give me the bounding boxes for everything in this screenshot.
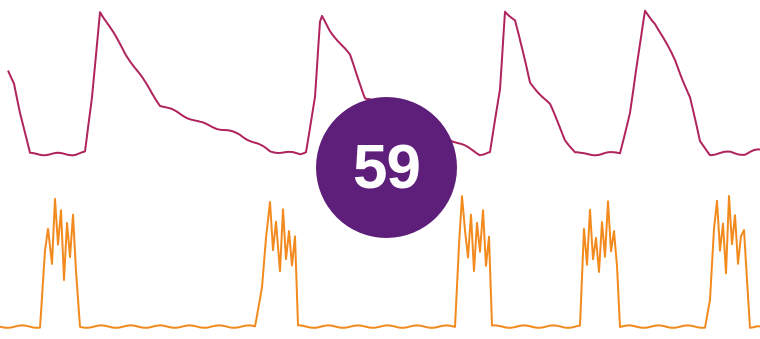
count-badge-value: 59: [353, 133, 421, 202]
bottom-trace-line: [0, 195, 760, 329]
count-badge: 59: [316, 97, 457, 238]
